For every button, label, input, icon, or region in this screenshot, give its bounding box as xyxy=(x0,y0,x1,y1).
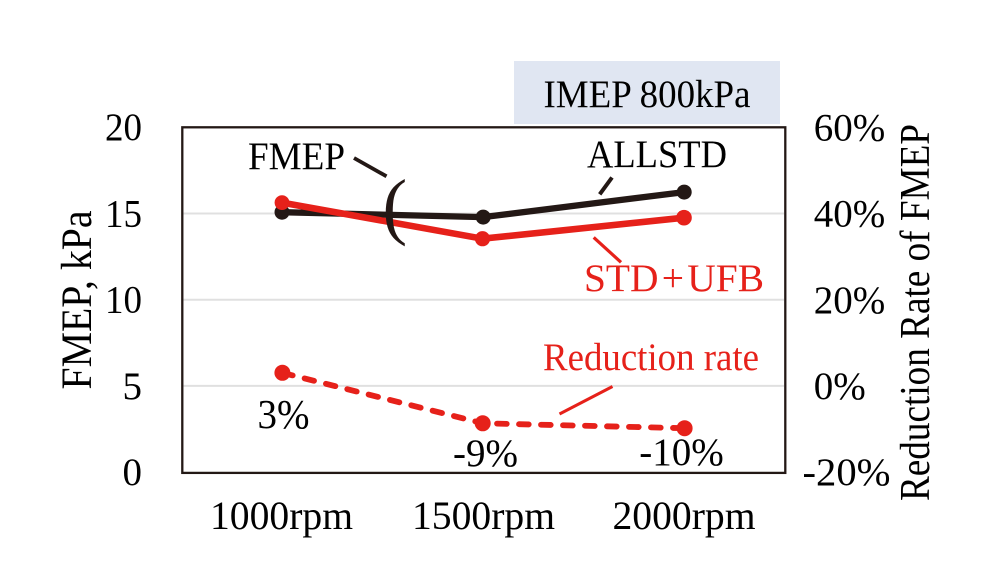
svg-text:Reduction Rate of FMEP: Reduction Rate of FMEP xyxy=(893,124,939,501)
svg-text:15: 15 xyxy=(105,192,142,235)
svg-text:0: 0 xyxy=(123,451,143,494)
svg-text:FMEP: FMEP xyxy=(248,135,345,178)
svg-text:1000rpm: 1000rpm xyxy=(210,493,353,538)
svg-text:20: 20 xyxy=(105,106,142,149)
svg-text:10: 10 xyxy=(105,279,142,322)
svg-text:5: 5 xyxy=(123,365,143,408)
svg-text:FMEP, kPa: FMEP, kPa xyxy=(54,211,101,390)
svg-text:IMEP 800kPa: IMEP 800kPa xyxy=(544,73,751,116)
svg-text:20%: 20% xyxy=(814,279,886,322)
svg-text:2000rpm: 2000rpm xyxy=(613,493,756,538)
svg-text:40%: 40% xyxy=(814,193,886,236)
svg-text:-9%: -9% xyxy=(453,432,518,475)
svg-text:3%: 3% xyxy=(258,391,310,437)
svg-text:ALLSTD: ALLSTD xyxy=(587,133,727,176)
svg-text:0%: 0% xyxy=(814,365,866,408)
svg-text:Reduction rate: Reduction rate xyxy=(543,336,759,379)
svg-text:1500rpm: 1500rpm xyxy=(412,493,555,538)
svg-text:-10%: -10% xyxy=(639,431,723,474)
svg-text:(: ( xyxy=(383,165,408,247)
svg-text:60%: 60% xyxy=(814,106,886,149)
svg-text:STD + UFB: STD + UFB xyxy=(584,257,764,300)
svg-text:-20%: -20% xyxy=(803,451,891,494)
